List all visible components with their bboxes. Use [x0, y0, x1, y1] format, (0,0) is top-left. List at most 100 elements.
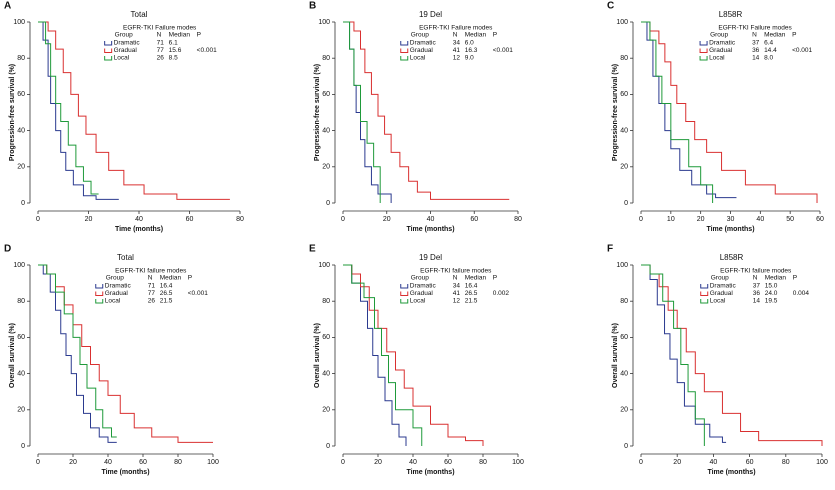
legend-header: N — [453, 32, 458, 39]
chart-title: Total — [131, 10, 148, 19]
panel-letter: A — [4, 1, 11, 12]
legend-median: 6.1 — [169, 40, 178, 47]
x-tick-label: 0 — [36, 216, 40, 223]
legend-n: 12 — [453, 298, 461, 305]
legend-n: 37 — [753, 283, 761, 290]
y-tick-label: 100 — [318, 19, 330, 26]
chart-title: 19 Del — [419, 253, 442, 262]
legend-swatch — [95, 291, 104, 296]
legend-header: P — [188, 275, 192, 282]
y-tick-label: 80 — [17, 55, 25, 62]
legend-swatch — [95, 299, 104, 304]
y-tick-label: 60 — [322, 334, 330, 341]
legend-header: Group — [710, 32, 728, 39]
legend-n: 36 — [752, 47, 760, 54]
legend-n: 34 — [453, 283, 461, 290]
x-axis-label: Time (months) — [706, 226, 754, 233]
x-tick-label: 20 — [69, 459, 77, 466]
y-tick-label: 80 — [17, 298, 25, 305]
x-tick-label: 80 — [236, 216, 244, 223]
legend-header: Group — [106, 275, 124, 282]
y-tick-label: 60 — [17, 91, 25, 98]
survival-curve — [343, 264, 407, 446]
y-tick-label: 60 — [620, 334, 628, 341]
legend-header: N — [753, 275, 758, 282]
legend-swatch — [400, 299, 409, 304]
x-tick-label: 40 — [427, 216, 435, 223]
y-tick-label: 0 — [21, 443, 25, 450]
legend-swatch — [400, 56, 409, 61]
x-tick-label: 60 — [470, 216, 478, 223]
x-tick-label: 20 — [383, 216, 391, 223]
x-tick-label: 40 — [710, 459, 718, 466]
legend-n: 26 — [148, 298, 156, 305]
y-tick-label: 20 — [620, 407, 628, 414]
legend-n: 71 — [148, 283, 156, 290]
legend-header: P — [493, 32, 497, 39]
survival-curve — [38, 21, 230, 200]
x-axis-label: Time (months) — [707, 469, 755, 476]
legend-swatch — [95, 284, 104, 289]
p-value: <0.001 — [792, 47, 812, 54]
panel-letter: E — [309, 244, 316, 255]
legend-median: 26.5 — [160, 290, 173, 297]
legend-swatch — [699, 48, 708, 53]
legend-label: Gradual — [410, 47, 434, 54]
x-tick-label: 0 — [36, 459, 40, 466]
x-tick-label: 20 — [697, 216, 705, 223]
legend-median: 19.5 — [765, 298, 778, 305]
legend-n: 77 — [157, 47, 165, 54]
p-value: 0.002 — [493, 290, 510, 297]
y-tick-label: 40 — [17, 127, 25, 134]
y-tick-label: 20 — [17, 407, 25, 414]
legend-swatch — [700, 291, 709, 296]
survival-curve — [38, 21, 119, 200]
legend-label: Gradual — [410, 290, 434, 297]
y-tick-label: 20 — [322, 164, 330, 171]
y-tick-label: 80 — [322, 55, 330, 62]
x-tick-label: 30 — [727, 216, 735, 223]
survival-curve — [38, 264, 213, 443]
x-tick-label: 60 — [816, 216, 824, 223]
legend-title: EGFR-TKI failure modes — [420, 268, 492, 275]
legend-header: Group — [411, 32, 429, 39]
x-tick-label: 100 — [816, 459, 828, 466]
legend-median: 21.5 — [160, 298, 173, 305]
legend-swatch — [104, 48, 113, 53]
y-tick-label: 80 — [620, 298, 628, 305]
legend-header: P — [493, 275, 497, 282]
legend-median: 8.0 — [764, 55, 773, 62]
y-tick-label: 60 — [17, 334, 25, 341]
legend-header: Group — [115, 32, 133, 39]
x-tick-label: 80 — [514, 216, 522, 223]
y-axis-label: Overall survival (%) — [9, 323, 16, 388]
legend-n: 37 — [752, 40, 760, 47]
survival-curve — [343, 21, 381, 203]
legend-header: N — [453, 275, 458, 282]
y-tick-label: 100 — [616, 19, 628, 26]
survival-curve — [641, 264, 705, 446]
panel-letter: F — [607, 244, 613, 255]
legend-title: EGFR-TKI Failure modes — [419, 25, 493, 32]
legend-title: EGFR-TKI failure modes — [115, 268, 187, 275]
legend-label: Dramatic — [410, 40, 437, 47]
legend-n: 14 — [753, 298, 761, 305]
legend-label: Dramatic — [709, 40, 736, 47]
y-tick-label: 60 — [620, 91, 628, 98]
legend-n: 41 — [453, 47, 461, 54]
legend-label: Gradual — [105, 290, 129, 297]
legend-header: Group — [711, 275, 729, 282]
survival-curve — [641, 21, 818, 203]
y-tick-label: 40 — [322, 370, 330, 377]
y-tick-label: 100 — [616, 262, 628, 269]
x-axis-label: Time (months) — [406, 469, 454, 476]
chart-title: L858R — [720, 253, 744, 262]
x-tick-label: 0 — [639, 216, 643, 223]
legend-median: 16.4 — [465, 283, 478, 290]
survival-curve — [38, 264, 117, 438]
y-tick-label: 0 — [21, 200, 25, 207]
legend-median: 6.0 — [465, 40, 474, 47]
y-tick-label: 80 — [620, 55, 628, 62]
chart-title: Total — [117, 253, 134, 262]
legend-label: Local — [105, 298, 121, 305]
